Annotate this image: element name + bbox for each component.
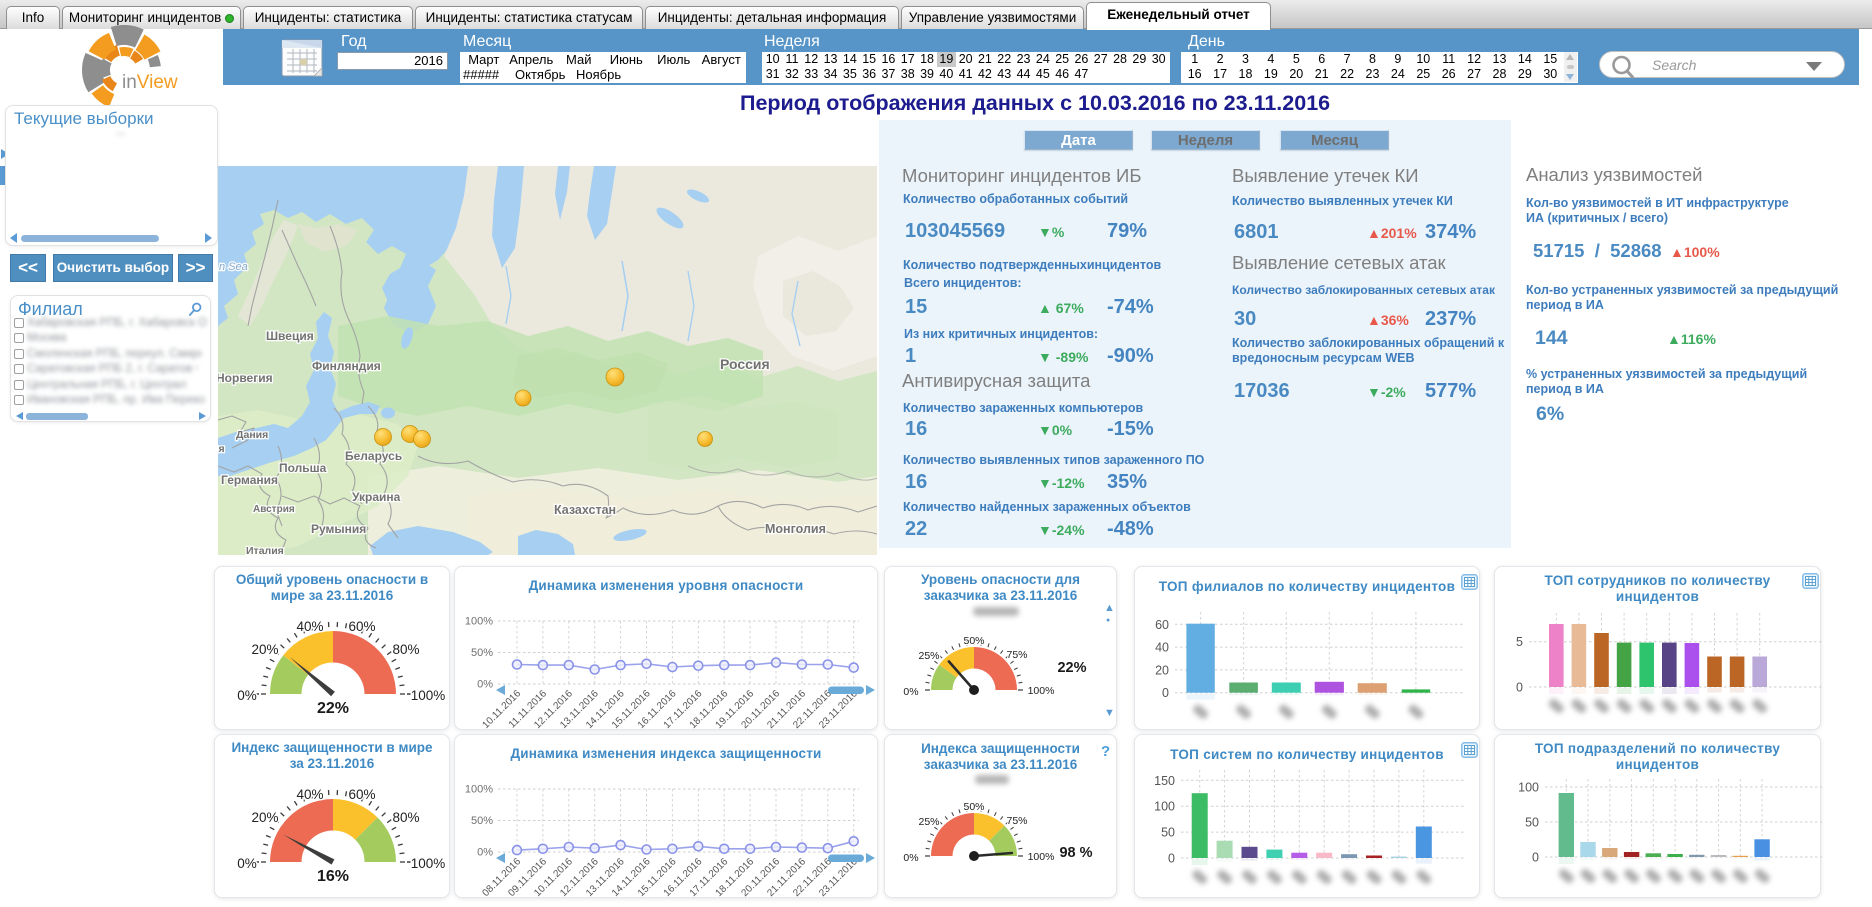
- svg-text:0: 0: [1516, 681, 1523, 695]
- svg-text:22%: 22%: [317, 700, 349, 717]
- svg-text:100%: 100%: [411, 688, 446, 703]
- svg-text:50%: 50%: [471, 647, 493, 659]
- svg-text:n Sea: n Sea: [219, 261, 248, 273]
- svg-text:0: 0: [1162, 686, 1169, 700]
- svg-text:98 %: 98 %: [1059, 845, 1092, 861]
- svg-text:Польша: Польша: [279, 461, 327, 475]
- svg-text:60: 60: [1155, 618, 1169, 632]
- svg-text:100%: 100%: [1028, 851, 1055, 863]
- svg-text:60%: 60%: [348, 619, 375, 634]
- svg-text:0%: 0%: [237, 688, 257, 703]
- svg-text:ия: ия: [218, 443, 225, 455]
- svg-text:40: 40: [1155, 641, 1169, 655]
- svg-text:40%: 40%: [296, 787, 323, 802]
- svg-text:0%: 0%: [903, 852, 918, 864]
- svg-text:75%: 75%: [1006, 649, 1027, 661]
- svg-text:20%: 20%: [251, 810, 278, 825]
- svg-text:150: 150: [1154, 774, 1175, 788]
- svg-text:Швеция: Швеция: [266, 329, 314, 343]
- svg-text:100%: 100%: [411, 856, 446, 871]
- svg-text:Австрия: Австрия: [253, 504, 295, 515]
- svg-text:16%: 16%: [317, 868, 349, 885]
- svg-text:100: 100: [1154, 800, 1175, 814]
- svg-text:Украина: Украина: [352, 490, 401, 504]
- svg-text:0: 0: [1168, 852, 1175, 866]
- svg-text:Дания: Дания: [236, 429, 268, 441]
- svg-text:0%: 0%: [903, 686, 918, 698]
- svg-text:80%: 80%: [392, 642, 419, 657]
- svg-text:100%: 100%: [465, 616, 493, 628]
- svg-text:Беларусь: Беларусь: [345, 449, 402, 463]
- svg-text:50%: 50%: [963, 801, 984, 813]
- svg-text:80%: 80%: [392, 810, 419, 825]
- svg-text:Италия: Италия: [246, 545, 284, 555]
- svg-text:0%: 0%: [237, 856, 257, 871]
- svg-text:25%: 25%: [918, 650, 939, 662]
- svg-text:25%: 25%: [918, 816, 939, 828]
- svg-text:100: 100: [1518, 781, 1539, 795]
- svg-text:50%: 50%: [471, 815, 493, 827]
- svg-text:50: 50: [1525, 816, 1539, 830]
- svg-text:0%: 0%: [477, 679, 493, 691]
- svg-text:20%: 20%: [251, 642, 278, 657]
- svg-text:75%: 75%: [1006, 815, 1027, 827]
- svg-text:0%: 0%: [477, 847, 493, 859]
- svg-text:0: 0: [1532, 851, 1539, 865]
- svg-text:50%: 50%: [963, 635, 984, 647]
- svg-text:40%: 40%: [296, 619, 323, 634]
- svg-text:20: 20: [1155, 663, 1169, 677]
- svg-text:Румыния: Румыния: [311, 522, 366, 536]
- svg-text:inView: inView: [122, 72, 178, 93]
- svg-text:5: 5: [1516, 635, 1523, 649]
- svg-text:50: 50: [1161, 826, 1175, 840]
- svg-text:Финляндия: Финляндия: [312, 359, 381, 373]
- svg-text:Россия: Россия: [720, 356, 770, 372]
- svg-text:60%: 60%: [348, 787, 375, 802]
- svg-text:Казахстан: Казахстан: [554, 503, 616, 517]
- svg-text:100%: 100%: [1028, 685, 1055, 697]
- svg-text:Норвегия: Норвегия: [218, 371, 273, 385]
- svg-text:Германия: Германия: [221, 473, 278, 487]
- svg-text:100%: 100%: [465, 784, 493, 796]
- svg-text:Монголия: Монголия: [765, 522, 826, 536]
- svg-text:22%: 22%: [1057, 660, 1086, 676]
